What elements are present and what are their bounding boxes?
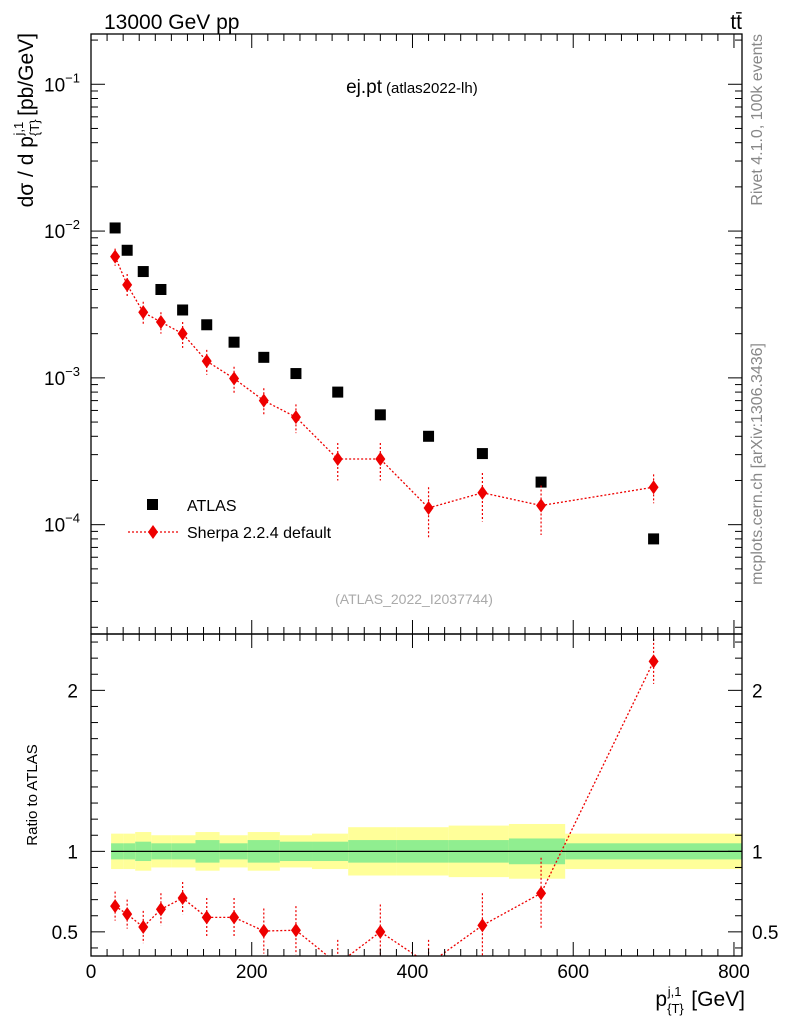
atlas-point	[109, 222, 121, 234]
sherpa-point	[177, 326, 188, 341]
x-tick-label: 600	[557, 962, 589, 983]
sherpa-point	[375, 452, 386, 467]
y-axis-label-main: dσ / d p{T}j,1 [pb/GeV]	[11, 33, 42, 207]
sherpa-point	[648, 480, 659, 495]
sherpa-point	[290, 410, 301, 425]
sherpa-point	[332, 452, 343, 467]
sherpa-line	[114, 256, 654, 509]
chart-title: ej.pt	[346, 77, 383, 98]
x-axis-label: p{T}j,1 [GeV]	[655, 984, 745, 1016]
main-y-tick-label: 10−1	[44, 70, 80, 96]
atlas-point	[155, 283, 167, 295]
ratio-y-tick-label: 0.5	[52, 923, 78, 944]
x-tick-label: 400	[397, 962, 429, 983]
ratio-panel: 0.5 0.5 1 1 2 2 0 200 400 600 800 Ratio to ATLAS p…	[24, 633, 778, 1016]
sherpa-point	[122, 277, 133, 292]
ratio-point	[138, 920, 149, 935]
atlas-point	[177, 304, 189, 316]
ratio-y-tick-label: 2	[67, 681, 78, 702]
main-panel: 10−1 10−2 10−3 10−4 ej.pt (atlas2022-lh) (A…	[11, 33, 743, 635]
rivet-version-label: Rivet 4.1.0, 100k events	[749, 34, 766, 206]
x-tick-label: 0	[86, 962, 97, 983]
sherpa-point	[110, 249, 121, 264]
legend: ATLAS Sherpa 2.2.4 default	[128, 498, 332, 542]
atlas-point	[423, 430, 435, 442]
ratio-point	[201, 910, 212, 925]
ratio-y-tick-label-right: 1	[752, 842, 763, 863]
ratio-point	[477, 918, 488, 933]
ratio-point	[155, 902, 166, 917]
main-y-tick-label: 10−3	[44, 364, 80, 390]
ratio-point	[536, 886, 547, 901]
legend-sherpa-marker	[148, 525, 158, 539]
atlas-point	[535, 476, 547, 488]
ratio-point	[333, 957, 343, 971]
sherpa-point	[201, 354, 212, 369]
x-tick-label: 800	[718, 962, 750, 983]
ratio-point	[375, 924, 386, 939]
ratio-frame	[90, 633, 743, 957]
ratio-point	[648, 654, 659, 669]
ratio-point	[258, 924, 269, 939]
analysis-watermark: (ATLAS_2022_I2037744)	[335, 591, 493, 607]
atlas-point	[290, 368, 302, 380]
legend-sherpa-label: Sherpa 2.2.4 default	[187, 525, 332, 542]
atlas-point	[258, 351, 270, 363]
ratio-point	[290, 923, 301, 938]
x-tick-label: 200	[236, 962, 268, 983]
atlas-point	[648, 533, 660, 545]
sherpa-point	[229, 371, 240, 386]
sherpa-point	[423, 500, 434, 515]
atlas-point	[228, 336, 240, 348]
ratio-point	[110, 899, 121, 914]
ratio-y-tick-label-right: 0.5	[752, 923, 778, 944]
atlas-point	[137, 266, 149, 278]
sherpa-point	[536, 498, 547, 513]
main-y-tick-label: 10−4	[44, 511, 80, 537]
sherpa-point	[155, 315, 166, 330]
legend-atlas-marker	[147, 499, 158, 510]
y-axis-label-ratio: Ratio to ATLAS	[24, 744, 41, 845]
sherpa-point	[138, 305, 149, 320]
ratio-point	[122, 907, 133, 922]
ratio-point	[177, 891, 188, 906]
mcplots-label: mcplots.cern.ch [arXiv:1306.3436]	[749, 343, 766, 585]
atlas-point	[201, 319, 213, 331]
header-left: 13000 GeV pp	[104, 11, 239, 34]
sherpa-point	[477, 485, 488, 500]
chart-subtitle: (atlas2022-lh)	[386, 80, 478, 97]
header-right: tt̄	[730, 11, 742, 34]
ratio-line	[114, 661, 655, 956]
sherpa-point	[258, 393, 269, 408]
ratio-y-tick-label-right: 2	[752, 681, 763, 702]
main-frame	[90, 33, 743, 635]
atlas-point	[476, 448, 488, 460]
ratio-point	[229, 910, 240, 925]
atlas-point	[121, 244, 133, 256]
ratio-y-tick-label: 1	[67, 842, 78, 863]
main-y-tick-label: 10−2	[44, 217, 80, 243]
atlas-point	[332, 386, 344, 398]
legend-atlas-label: ATLAS	[187, 498, 237, 515]
atlas-point	[374, 409, 386, 421]
